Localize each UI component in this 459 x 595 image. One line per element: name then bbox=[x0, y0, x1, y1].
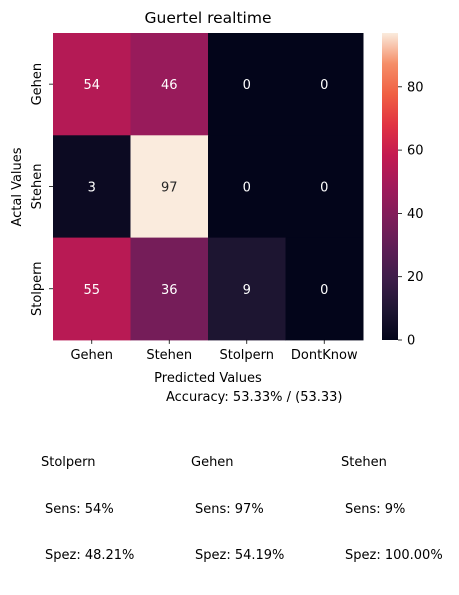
cell-value-label: 0 bbox=[320, 78, 328, 93]
heatmap-cell-labels: 54 46 0 0 3 97 0 0 55 36 9 0 bbox=[83, 78, 328, 298]
y-tick-label: Stolpern bbox=[30, 261, 45, 316]
class-stat-spez: Spez: 100.00% bbox=[345, 548, 443, 563]
y-tick-label: Gehen bbox=[30, 63, 45, 106]
cell-value-label: 0 bbox=[320, 180, 328, 195]
heatmap-cell bbox=[130, 135, 209, 239]
cell-value-label: 54 bbox=[83, 78, 100, 93]
class-stat-sens: Sens: 54% bbox=[45, 501, 114, 517]
colorbar-tick-label: 40 bbox=[407, 207, 424, 222]
y-axis-label: Actal Values bbox=[10, 147, 25, 226]
heatmap-cell bbox=[285, 33, 364, 136]
cell-value-label: 3 bbox=[88, 180, 96, 195]
y-tick-label: Stehen bbox=[30, 164, 45, 210]
class-stat-spez: Spez: 48.21% bbox=[45, 548, 135, 563]
heatmap-cell bbox=[285, 135, 364, 239]
x-tick-label: Stolpern bbox=[219, 348, 274, 363]
colorbar bbox=[382, 33, 398, 340]
figure: Guertel realtime 54 46 0 0 3 97 0 0 55 36 9 0 Gehen… bbox=[10, 9, 443, 563]
cell-value-label: 46 bbox=[161, 78, 178, 93]
confusion-matrix-heatmap: Guertel realtime 54 46 0 0 3 97 0 0 55 36 9 0 Gehen… bbox=[10, 9, 424, 386]
y-axis-ticks: Gehen Stehen Stolpern bbox=[30, 63, 53, 316]
colorbar-ticks: 0 20 40 60 80 bbox=[398, 80, 424, 349]
class-stats-stolpern: Stolpern Sens: 54% Spez: 48.21% bbox=[41, 424, 134, 595]
cell-value-label: 55 bbox=[83, 283, 100, 298]
heatmap-cell bbox=[285, 237, 364, 341]
chart-title: Guertel realtime bbox=[145, 9, 272, 27]
heatmap-cell bbox=[130, 237, 209, 341]
cell-value-label: 0 bbox=[320, 283, 328, 298]
colorbar-tick-label: 20 bbox=[407, 270, 424, 285]
cell-value-label: 9 bbox=[243, 283, 251, 298]
x-tick-label: Gehen bbox=[70, 348, 113, 363]
class-stats-gehen: Gehen Sens: 97% Spez: 54.19% bbox=[191, 424, 284, 595]
heatmap-cell bbox=[53, 33, 131, 136]
class-stat-sens: Sens: 97% bbox=[195, 501, 264, 517]
x-axis-ticks: Gehen Stehen Stolpern DontKnow bbox=[70, 339, 358, 363]
colorbar-tick-label: 80 bbox=[407, 80, 424, 95]
cell-value-label: 36 bbox=[161, 283, 178, 298]
heatmap-cell bbox=[53, 135, 131, 239]
heatmap-cell bbox=[208, 33, 286, 136]
class-stat-sens: Sens: 9% bbox=[345, 501, 406, 517]
heatmap-cell bbox=[208, 135, 286, 239]
class-stat-name: Gehen bbox=[191, 455, 234, 470]
cell-value-label: 0 bbox=[243, 180, 251, 195]
class-stat-spez: Spez: 54.19% bbox=[195, 548, 285, 563]
cell-value-label: 0 bbox=[243, 78, 251, 93]
x-tick-label: DontKnow bbox=[291, 348, 358, 363]
heatmap-cell bbox=[130, 33, 209, 136]
heatmap-cell bbox=[208, 237, 286, 341]
colorbar-tick-label: 0 bbox=[407, 334, 415, 349]
class-stat-name: Stolpern bbox=[41, 455, 96, 470]
x-axis-label: Predicted Values bbox=[154, 371, 262, 386]
x-tick-label: Stehen bbox=[146, 348, 192, 363]
colorbar-tick-label: 60 bbox=[407, 144, 424, 159]
cell-value-label: 97 bbox=[161, 180, 178, 195]
heatmap-cells bbox=[53, 33, 364, 341]
accuracy-text: Accuracy: 53.33% / (53.33) bbox=[166, 390, 343, 405]
heatmap-cell bbox=[53, 237, 131, 341]
class-stats-stehen: Stehen Sens: 9% Spez: 100.00% bbox=[341, 424, 443, 595]
class-stat-name: Stehen bbox=[341, 455, 387, 470]
